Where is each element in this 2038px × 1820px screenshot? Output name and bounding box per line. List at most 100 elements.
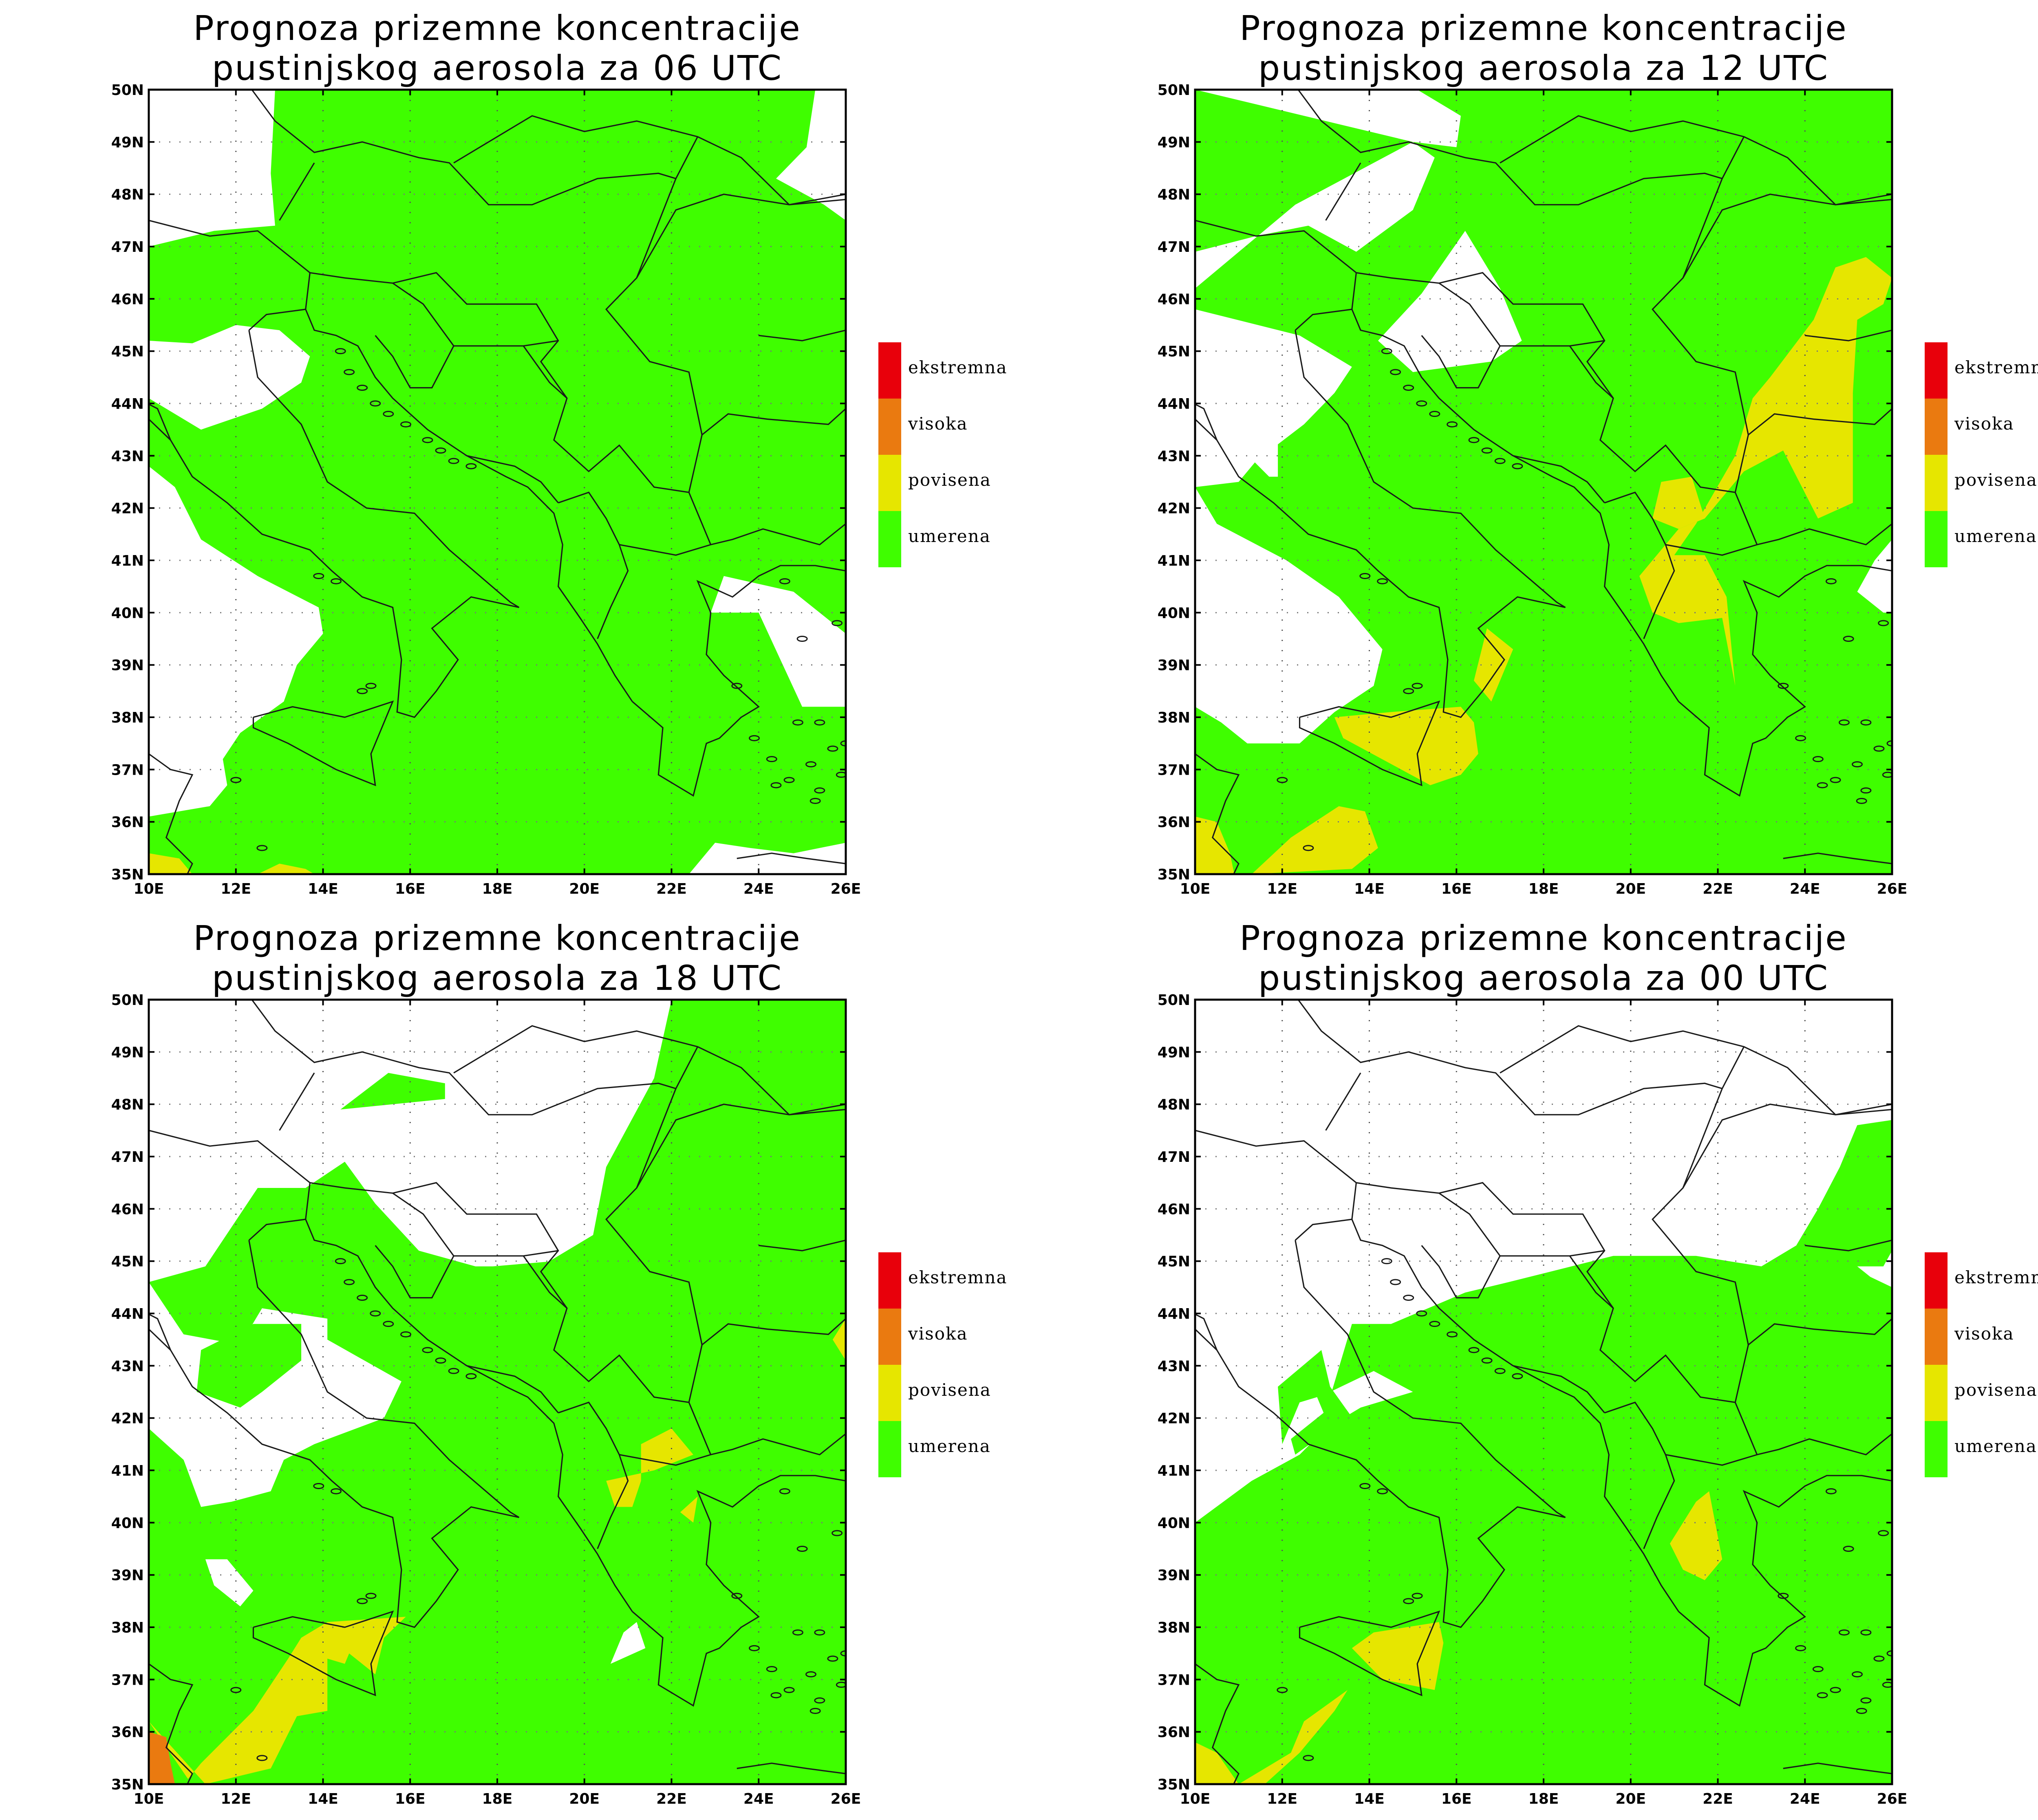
coastline — [1295, 308, 1352, 331]
lon-tick-label: 22E — [656, 1791, 687, 1807]
coastline — [619, 1433, 846, 1466]
legend-swatch — [1925, 455, 1948, 511]
lat-tick-label: 48N — [1158, 1097, 1190, 1113]
coastline — [523, 1255, 568, 1309]
island — [796, 1546, 808, 1552]
forecast-map: 35N 36N 37N 38N 39N 40N 41N 42N 43N 44N 45N 46N 47N 4… — [111, 82, 1008, 897]
no-dust-area — [776, 90, 846, 220]
map-panel-12utc: Prognoza prizemne koncentracije pustinjs… — [1046, 0, 2038, 910]
lat-tick-label: 37N — [111, 762, 144, 778]
island — [230, 1687, 242, 1693]
coastline — [1195, 330, 1566, 718]
island — [779, 1488, 790, 1494]
coastline — [149, 753, 194, 874]
lat-tick-label: 40N — [111, 1515, 144, 1531]
lat-tick-label: 39N — [111, 1567, 144, 1584]
island — [1886, 740, 1892, 747]
legend-swatch — [1925, 1309, 1948, 1365]
lat-tick-label: 43N — [1158, 448, 1190, 465]
island — [1512, 1373, 1523, 1379]
coastline — [251, 1000, 676, 1115]
island — [1878, 1530, 1889, 1536]
island — [1377, 578, 1388, 584]
no-dust-area — [1195, 90, 1461, 148]
lat-tick-label: 47N — [1158, 1149, 1190, 1166]
no-dust-area — [1195, 487, 1383, 744]
map-area — [1195, 90, 1892, 874]
coastline — [1295, 1218, 1352, 1241]
lat-tick-label: 38N — [1158, 1619, 1190, 1636]
coastline — [118, 1366, 131, 1444]
island — [465, 463, 477, 469]
povisena-area — [1639, 257, 1892, 686]
lat-tick-label: 42N — [111, 1410, 144, 1427]
island — [805, 1671, 816, 1677]
coastline — [1513, 1365, 1605, 1413]
povisena-area — [1195, 1742, 1239, 1784]
coastline — [1665, 523, 1892, 556]
island — [256, 845, 268, 851]
coastline — [1805, 1239, 1892, 1252]
lat-tick-label: 42N — [1158, 500, 1190, 517]
coastline — [149, 330, 520, 718]
lon-tick-label: 26E — [1877, 881, 1908, 897]
umerena-area — [340, 1073, 445, 1110]
lon-tick-label: 18E — [482, 1791, 513, 1807]
island — [1468, 437, 1480, 443]
map-panel-18utc: Prognoza prizemne koncentracije pustinjs… — [0, 910, 1046, 1820]
coastline — [632, 565, 846, 797]
lat-tick-label: 37N — [1158, 1672, 1190, 1688]
legend-label: ekstremna — [908, 357, 1008, 377]
coastline — [737, 853, 846, 864]
povisena-area — [1352, 1622, 1444, 1690]
lat-tick-label: 36N — [1158, 814, 1190, 831]
legend-label: umerena — [1954, 526, 2037, 546]
umerena-area — [1291, 1408, 1339, 1455]
panel-title: Prognoza prizemne koncentracije pustinjs… — [193, 918, 801, 1038]
coastline — [1734, 1402, 1758, 1455]
island — [836, 1681, 846, 1688]
no-dust-area — [610, 1622, 646, 1664]
lat-tick-label: 50N — [1158, 992, 1190, 1009]
coastline — [149, 1046, 703, 1404]
lat-tick-label: 40N — [1158, 1515, 1190, 1531]
island — [832, 1530, 843, 1536]
lon-tick-label: 10E — [134, 1791, 164, 1807]
legend-swatch — [1925, 342, 1948, 399]
lon-tick-label: 20E — [569, 881, 600, 897]
coastline — [453, 115, 846, 205]
island — [1860, 1697, 1872, 1704]
lat-tick-label: 46N — [1158, 291, 1190, 308]
lat-tick-label: 41N — [111, 553, 144, 569]
island — [779, 578, 790, 584]
island — [335, 1258, 346, 1265]
coastline — [688, 492, 712, 545]
lat-tick-label: 50N — [1158, 82, 1190, 99]
island — [1843, 636, 1854, 642]
forecast-map: 35N 36N 37N 38N 39N 40N 41N 42N 43N 44N 45N 46N 47N 4… — [111, 992, 1007, 1807]
coastline — [1748, 1318, 1892, 1346]
coastline — [1195, 1046, 1749, 1404]
coastline — [305, 1219, 633, 1612]
lon-tick-label: 18E — [482, 881, 513, 897]
lat-tick-label: 45N — [111, 1254, 144, 1270]
lat-tick-label: 37N — [111, 1672, 144, 1688]
coastline — [1665, 1433, 1892, 1466]
lat-tick-label: 46N — [111, 1201, 144, 1218]
island — [1825, 578, 1837, 584]
lat-tick-label: 46N — [1158, 1201, 1190, 1218]
lat-tick-label: 49N — [1158, 1044, 1190, 1061]
lon-tick-label: 16E — [1441, 1791, 1472, 1807]
island — [796, 636, 808, 642]
island — [1403, 385, 1414, 391]
coastline — [1195, 419, 1218, 441]
coastline — [279, 162, 315, 221]
map-panel-06utc: Prognoza prizemne koncentracije pustinjs… — [0, 0, 1046, 910]
povisena-area — [149, 853, 192, 874]
lon-tick-label: 18E — [1528, 1791, 1559, 1807]
coastline — [1421, 282, 1501, 389]
legend-swatch — [878, 399, 901, 455]
povisena-area — [832, 1318, 846, 1361]
no-dust-area — [1195, 1000, 1892, 1497]
island — [1838, 1629, 1850, 1636]
